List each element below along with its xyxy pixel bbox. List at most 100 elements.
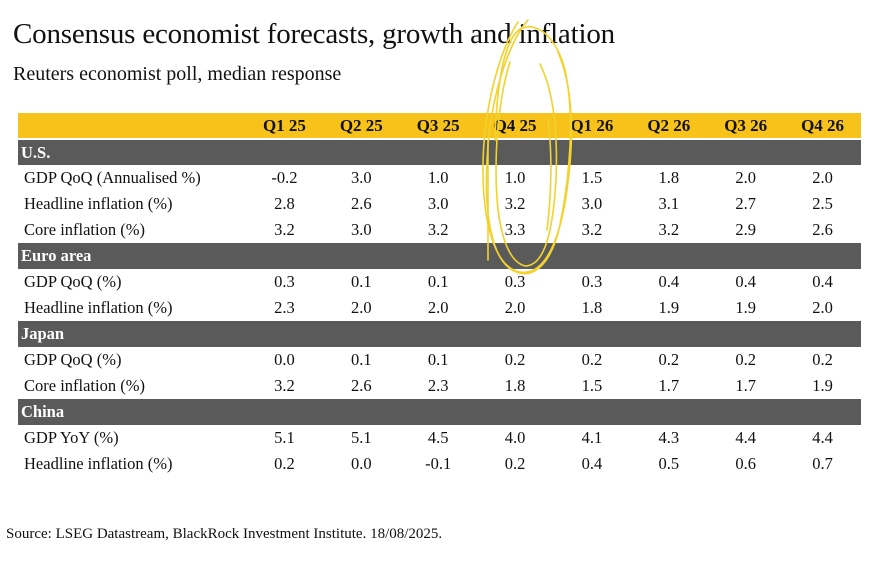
row-label: Headline inflation (%) [24, 454, 173, 473]
value-cell: 5.1 [351, 428, 372, 447]
row-label: GDP QoQ (%) [24, 350, 122, 369]
value-cell: 2.0 [351, 298, 372, 317]
value-cell: 0.2 [658, 350, 680, 369]
section-row: Japan [18, 321, 861, 347]
value-cell: 0.4 [581, 454, 603, 473]
value-cell: 4.4 [735, 428, 756, 447]
source-note: Source: LSEG Datastream, BlackRock Inves… [6, 526, 443, 542]
value-cell: 2.5 [812, 194, 833, 213]
value-cell: 0.2 [504, 350, 526, 369]
column-header: Q4 25 [476, 113, 554, 140]
value-cell: 1.9 [812, 376, 833, 395]
section-row: China [18, 399, 861, 425]
value-cell: 0.1 [427, 350, 449, 369]
header-corner [18, 113, 246, 140]
row-label: Headline inflation (%) [24, 298, 173, 317]
value-cell: 0.0 [351, 454, 372, 473]
value-cell: 3.2 [581, 220, 603, 239]
section-row: Euro area [18, 243, 861, 269]
value-cell: 0.2 [581, 350, 603, 369]
section-label: Euro area [18, 243, 861, 269]
table-row: Headline inflation (%) 2.8 2.6 3.0 3.2 3.0 3.1… [18, 191, 861, 217]
table-row: Core inflation (%) 3.2 3.0 3.2 3.3 3.2 3.2 2.9 2… [18, 217, 861, 243]
value-cell: 0.1 [351, 272, 372, 291]
value-cell: 0.2 [504, 454, 526, 473]
value-cell: 3.2 [504, 194, 526, 213]
value-cell: 0.4 [735, 272, 756, 291]
value-cell: 2.0 [812, 298, 833, 317]
value-cell: 2.6 [351, 376, 372, 395]
value-cell: 3.2 [427, 220, 449, 239]
value-cell: 2.0 [504, 298, 526, 317]
value-cell: 2.0 [427, 298, 449, 317]
column-header: Q1 26 [553, 113, 631, 140]
table-body: U.S. GDP QoQ (Annualised %) -0.2 3.0 1.0 1.0 1… [18, 139, 861, 477]
table-row: Core inflation (%) 3.2 2.6 2.3 1.8 1.5 1.7 1.7 1… [18, 373, 861, 399]
section-label: Japan [18, 321, 861, 347]
value-cell: 0.6 [735, 454, 756, 473]
value-cell: 3.0 [427, 194, 449, 213]
value-cell: 0.7 [812, 454, 833, 473]
value-cell: 1.8 [504, 376, 526, 395]
value-cell: 3.0 [351, 168, 372, 187]
value-cell: 5.1 [274, 428, 295, 447]
header-row: Q1 25 Q2 25 Q3 25 Q4 25 Q1 26 Q2 26 Q3 2… [18, 113, 861, 140]
column-header: Q2 25 [322, 113, 400, 140]
value-cell: 0.4 [812, 272, 833, 291]
column-header: Q1 25 [246, 113, 323, 140]
value-cell: 3.2 [658, 220, 680, 239]
row-label: GDP YoY (%) [24, 428, 119, 447]
row-label: GDP QoQ (%) [24, 272, 122, 291]
section-row: U.S. [18, 139, 861, 165]
table-row: GDP QoQ (%) 0.0 0.1 0.1 0.2 0.2 0.2 0.2 0.2 [18, 347, 861, 373]
value-cell: 1.8 [581, 298, 603, 317]
value-cell: 4.1 [581, 428, 603, 447]
value-cell: 3.0 [581, 194, 603, 213]
value-cell: 2.3 [427, 376, 449, 395]
value-cell: 1.9 [658, 298, 680, 317]
row-label: Core inflation (%) [24, 376, 145, 395]
value-cell: 0.4 [658, 272, 680, 291]
value-cell: 0.1 [351, 350, 372, 369]
table-row: GDP QoQ (%) 0.3 0.1 0.1 0.3 0.3 0.4 0.4 0.4 [18, 269, 861, 295]
value-cell: 4.4 [812, 428, 833, 447]
value-cell: 3.2 [274, 220, 295, 239]
value-cell: 0.1 [427, 272, 449, 291]
value-cell: 2.8 [274, 194, 295, 213]
table-row: Headline inflation (%) 0.2 0.0 -0.1 0.2 0.4 0.… [18, 451, 861, 477]
value-cell: 2.9 [735, 220, 756, 239]
value-cell: 2.0 [812, 168, 833, 187]
row-label: GDP QoQ (Annualised %) [24, 168, 201, 187]
column-header: Q3 25 [399, 113, 477, 140]
value-cell: -0.1 [425, 454, 452, 473]
value-cell: 1.0 [504, 168, 526, 187]
chart-title: Consensus economist forecasts, growth an… [13, 18, 615, 50]
section-label: U.S. [18, 139, 861, 165]
section-label: China [18, 399, 861, 425]
value-cell: 3.3 [504, 220, 526, 239]
value-cell: 4.5 [427, 428, 449, 447]
value-cell: 1.8 [658, 168, 680, 187]
value-cell: 2.6 [351, 194, 372, 213]
value-cell: 0.5 [658, 454, 680, 473]
row-label: Core inflation (%) [24, 220, 145, 239]
column-header: Q4 26 [784, 113, 861, 140]
value-cell: 2.0 [735, 168, 756, 187]
value-cell: 0.3 [274, 272, 295, 291]
value-cell: 4.3 [658, 428, 680, 447]
value-cell: 1.5 [581, 376, 603, 395]
value-cell: 0.2 [274, 454, 295, 473]
row-label: Headline inflation (%) [24, 194, 173, 213]
value-cell: 2.6 [812, 220, 833, 239]
value-cell: 1.9 [735, 298, 756, 317]
value-cell: -0.2 [271, 168, 298, 187]
value-cell: 1.7 [658, 376, 680, 395]
value-cell: 3.2 [274, 376, 295, 395]
table-row: GDP QoQ (Annualised %) -0.2 3.0 1.0 1.0 1.5 1.… [18, 165, 861, 191]
chart-subtitle: Reuters economist poll, median response [13, 63, 342, 85]
forecast-table: Q1 25 Q2 25 Q3 25 Q4 25 Q1 26 Q2 26 Q3 2… [18, 113, 861, 477]
value-cell: 1.0 [427, 168, 449, 187]
table-row: Headline inflation (%) 2.3 2.0 2.0 2.0 1.8 1.9… [18, 295, 861, 321]
column-header: Q3 26 [707, 113, 785, 140]
value-cell: 2.7 [735, 194, 756, 213]
